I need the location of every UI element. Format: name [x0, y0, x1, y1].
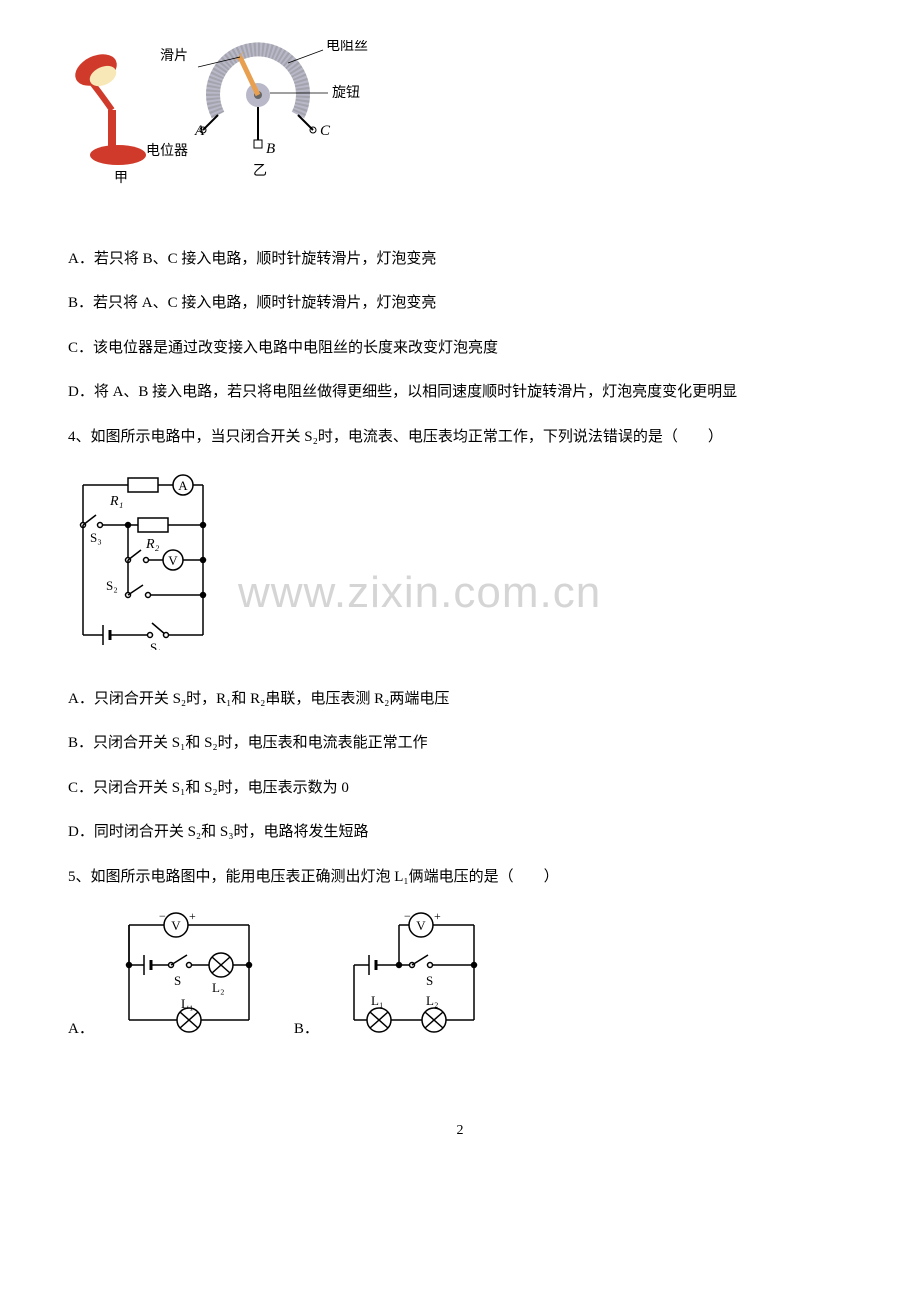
page-number: 2 — [68, 1120, 852, 1141]
svg-text:R₂: R₂ — [145, 537, 160, 552]
svg-text:−: − — [404, 910, 411, 923]
q5-stem: 5、如图所示电路图中，能用电压表正确测出灯泡 L₁俩端电压的是（ ） — [68, 866, 852, 889]
svg-text:S₃: S₃ — [90, 530, 102, 545]
svg-text:+: + — [189, 910, 196, 923]
svg-text:旋钮: 旋钮 — [332, 85, 360, 101]
q4-circuit-figure: A R₁ S₃ R₂ — [68, 470, 852, 658]
q4-stem: 4、如图所示电路中，当只闭合开关 S₂时，电流表、电压表均正常工作，下列说法错误… — [68, 426, 852, 449]
svg-text:B: B — [266, 141, 275, 157]
svg-text:滑片: 滑片 — [160, 47, 188, 64]
svg-text:A: A — [178, 478, 188, 493]
svg-text:S₂: S₂ — [106, 578, 118, 593]
svg-text:V: V — [171, 918, 181, 933]
q5-option-b-label: B． — [294, 1018, 319, 1041]
svg-text:L₂: L₂ — [426, 993, 438, 1008]
lamp-sublabel: 甲 — [114, 171, 128, 186]
lamp-label: 电位器 — [146, 143, 188, 159]
svg-text:S₁: S₁ — [150, 640, 162, 650]
desk-lamp-icon — [70, 48, 146, 165]
svg-text:C: C — [320, 123, 331, 139]
q5-choices-row: A． S L₂ L₁ — [68, 910, 852, 1040]
q3-option-a: A．若只将 B、C 接入电路，顺时针旋转滑片，灯泡变亮 — [68, 248, 852, 271]
svg-text:乙: 乙 — [253, 163, 267, 179]
svg-text:L₁: L₁ — [181, 996, 193, 1011]
q3-option-d: D．将 A、B 接入电路，若只将电阻丝做得更细些，以相同速度顺时针旋转滑片，灯泡… — [68, 381, 852, 404]
svg-text:+: + — [434, 910, 441, 923]
svg-text:−: − — [159, 910, 166, 923]
q5-option-a-label: A． — [68, 1018, 94, 1041]
q4-option-b: B．只闭合开关 S₁和 S₂时，电压表和电流表能正常工作 — [68, 732, 852, 755]
lamp-potentiometer-svg: 电位器 甲 A B — [68, 40, 378, 200]
svg-text:电阻丝: 电阻丝 — [326, 40, 368, 54]
svg-text:S: S — [426, 973, 433, 988]
q4-option-d: D．同时闭合开关 S₂和 S₃时，电路将发生短路 — [68, 821, 852, 844]
svg-text:L₂: L₂ — [212, 980, 224, 995]
figure-lamp-potentiometer: 电位器 甲 A B — [68, 40, 852, 208]
svg-text:R₁: R₁ — [109, 494, 123, 509]
q5-circuit-a-svg: S L₂ L₁ V − + — [109, 910, 269, 1040]
q4-circuit-svg: A R₁ S₃ R₂ — [68, 470, 218, 650]
svg-text:L₁: L₁ — [371, 993, 383, 1008]
q4-option-c: C．只闭合开关 S₁和 S₂时，电压表示数为 0 — [68, 777, 852, 800]
q4-option-a: A．只闭合开关 S₂时，R₁和 R₂串联，电压表测 R₂两端电压 — [68, 688, 852, 711]
svg-text:V: V — [168, 553, 178, 568]
svg-text:S: S — [174, 973, 181, 988]
q3-option-c: C．该电位器是通过改变接入电路中电阻丝的长度来改变灯泡亮度 — [68, 337, 852, 360]
potentiometer-icon: A B C 滑片 电阻丝 旋钮 乙 — [160, 40, 368, 179]
svg-text:V: V — [416, 918, 426, 933]
q3-option-b: B．若只将 A、C 接入电路，顺时针旋转滑片，灯泡变亮 — [68, 292, 852, 315]
svg-text:A: A — [194, 123, 205, 139]
q5-circuit-b-svg: S L₂ L₁ V − — [334, 910, 494, 1040]
